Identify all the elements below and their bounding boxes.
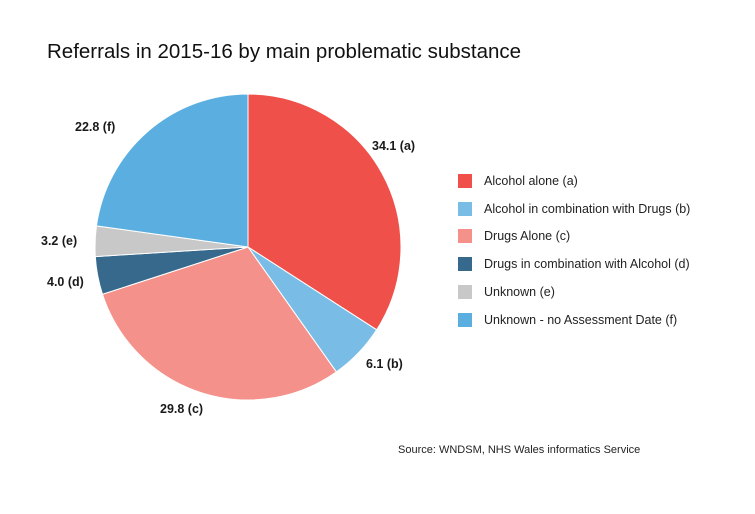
slice-label-b: 6.1 (b) — [366, 357, 403, 371]
legend-item-d: Drugs in combination with Alcohol (d) — [458, 250, 690, 278]
slice-label-e: 3.2 (e) — [41, 234, 77, 248]
pie-slice-f — [95, 93, 249, 248]
pie-slice-c — [101, 246, 338, 401]
slice-label-f: 22.8 (f) — [75, 120, 115, 134]
legend: Alcohol alone (a) Alcohol in combination… — [458, 167, 690, 334]
source-note: Source: WNDSM, NHS Wales informatics Ser… — [398, 444, 641, 456]
legend-swatch-f — [458, 312, 472, 327]
slice-label-d: 4.0 (d) — [47, 275, 84, 289]
legend-item-c: Drugs Alone (c) — [458, 223, 690, 251]
legend-swatch-b — [458, 201, 472, 216]
legend-label-a: Alcohol alone (a) — [484, 173, 578, 188]
legend-label-b: Alcohol in combination with Drugs (b) — [484, 201, 691, 216]
legend-item-b: Alcohol in combination with Drugs (b) — [458, 195, 690, 223]
legend-item-e: Unknown (e) — [458, 278, 690, 306]
legend-label-c: Drugs Alone (c) — [484, 229, 571, 244]
legend-item-a: Alcohol alone (a) — [458, 167, 690, 195]
legend-swatch-d — [458, 257, 472, 272]
slice-label-c: 29.8 (c) — [160, 402, 203, 416]
legend-swatch-c — [458, 229, 472, 244]
legend-label-e: Unknown (e) — [484, 285, 555, 300]
chart-title: Referrals in 2015-16 by main problematic… — [47, 40, 522, 63]
slice-label-a: 34.1 (a) — [372, 139, 415, 153]
legend-item-f: Unknown - no Assessment Date (f) — [458, 306, 690, 334]
legend-swatch-e — [458, 285, 472, 300]
legend-label-f: Unknown - no Assessment Date (f) — [484, 312, 678, 327]
pie-slice-a — [247, 93, 402, 331]
legend-label-d: Drugs in combination with Alcohol (d) — [484, 257, 690, 272]
legend-swatch-a — [458, 173, 472, 188]
